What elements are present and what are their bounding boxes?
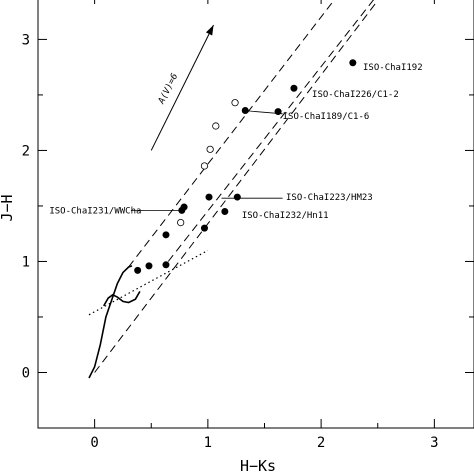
x-tick-label: 2 xyxy=(317,435,325,451)
plot-frame xyxy=(37,0,474,429)
open-point xyxy=(200,162,209,170)
source-label: ISO-ChaI226/C1-2 xyxy=(312,90,399,100)
y-tick-label: 0 xyxy=(22,365,30,381)
reddening-band-line xyxy=(94,0,379,373)
filled-point xyxy=(162,231,170,239)
filled-point xyxy=(134,266,142,274)
source-label: ISO-ChaI192 xyxy=(363,63,423,73)
lines-layer: A(V)=6 xyxy=(88,0,379,379)
dwarf-sequence-line xyxy=(88,265,133,379)
source-label: ISO-ChaI232/Hn11 xyxy=(242,211,329,221)
reddening-band-line xyxy=(167,0,374,262)
y-tick-label: 2 xyxy=(22,143,30,159)
filled-point xyxy=(180,203,188,211)
annotations-layer: ISO-ChaI192 ISO-ChaI226/C1-2 ISO-ChaI189/C… xyxy=(49,63,422,221)
x-tick-label: 0 xyxy=(90,435,98,451)
x-tick-label: 3 xyxy=(430,435,438,451)
source-label: ISO-ChaI223/HM23 xyxy=(286,193,373,203)
giant-sequence-line xyxy=(103,291,141,307)
filled-point xyxy=(349,59,357,67)
reddening-arrow-label: A(V)=6 xyxy=(156,72,180,106)
reddening-band-line xyxy=(128,0,335,268)
y-tick-label: 3 xyxy=(22,32,30,48)
filled-point xyxy=(233,193,241,201)
points-layer xyxy=(134,59,357,274)
y-tick-label: 1 xyxy=(22,254,30,270)
filled-point xyxy=(241,106,249,114)
ctts-locus-line xyxy=(88,249,209,316)
x-tick-label: 1 xyxy=(204,435,212,451)
filled-point xyxy=(274,108,282,116)
source-label: ISO-ChaI231/WWCha xyxy=(49,206,141,216)
axes-layer: 0 1 2 3 0 1 2 3 xyxy=(22,0,474,451)
reddening-arrow-head xyxy=(205,24,214,36)
filled-point xyxy=(145,262,153,270)
y-axis-title: J−H xyxy=(0,194,16,221)
filled-point xyxy=(205,193,213,201)
filled-point xyxy=(200,224,208,232)
reddening-arrow xyxy=(150,24,214,151)
source-label: ISO-ChaI189/C1-6 xyxy=(283,112,370,122)
x-axis-title: H−Ks xyxy=(240,457,276,474)
filled-point xyxy=(162,261,170,269)
filled-point xyxy=(290,84,298,92)
filled-point xyxy=(221,208,229,215)
open-point xyxy=(231,99,239,107)
open-point xyxy=(206,145,214,153)
open-point xyxy=(177,219,185,227)
open-point xyxy=(212,122,220,130)
